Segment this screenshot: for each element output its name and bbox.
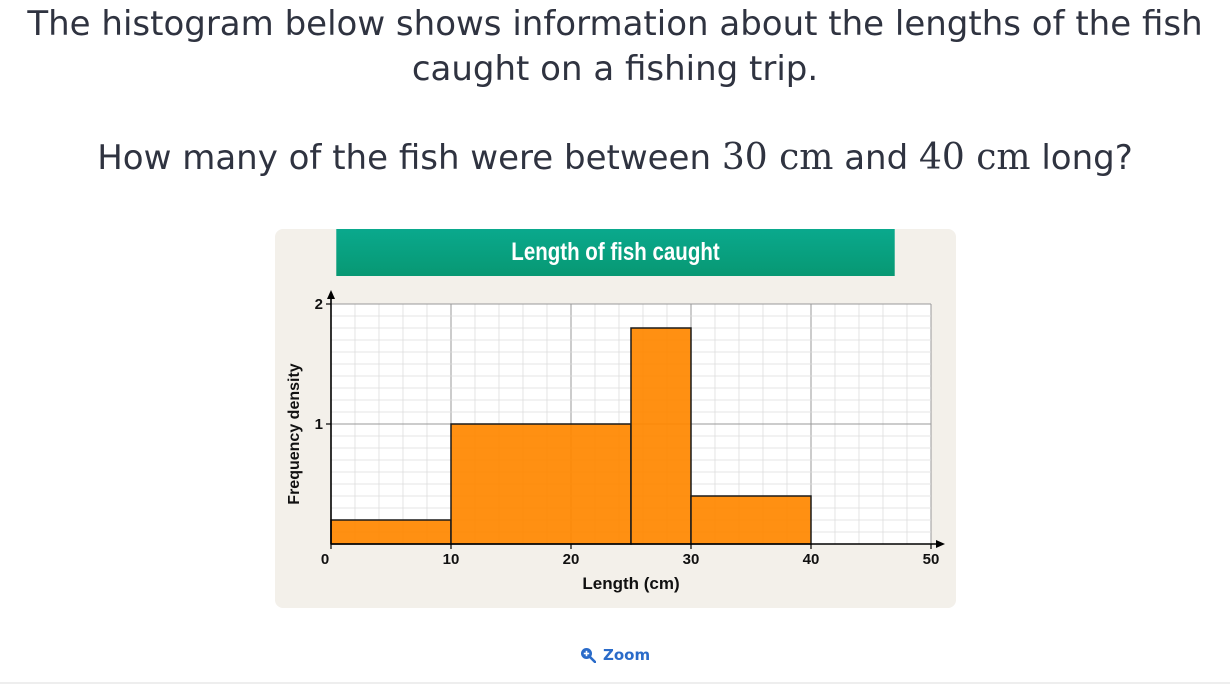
histogram-chart: 0 10 20 30 40 50 1 2 Length (cm) Frequency densit… xyxy=(286,290,945,593)
x-tick-label: 0 xyxy=(321,551,329,568)
x-tick-label: 40 xyxy=(803,551,820,568)
question-ask-prefix: How many of the fish were between xyxy=(97,138,722,178)
histogram-bar xyxy=(690,495,812,545)
question-intro-line-1: The histogram below shows information ab… xyxy=(27,4,1203,44)
question-ask: How many of the fish were between 30 cm … xyxy=(0,135,1230,181)
bottom-divider xyxy=(0,682,1230,684)
histogram-bar xyxy=(630,327,692,545)
histogram-bar xyxy=(450,423,632,545)
question-intro-line-2: caught on a fishing trip. xyxy=(411,49,819,89)
y-axis-arrow xyxy=(327,290,335,299)
question-ask-middle: and xyxy=(833,138,919,178)
y-axis-label: Frequency density xyxy=(286,363,303,504)
zoom-in-icon xyxy=(581,648,596,663)
question-intro: The histogram below shows information ab… xyxy=(0,2,1230,92)
x-tick-label: 10 xyxy=(443,551,460,568)
question-value-upper: 40 cm xyxy=(918,137,1031,178)
x-tick-label: 50 xyxy=(923,551,940,568)
question-ask-suffix: long? xyxy=(1030,138,1133,178)
histogram-bar xyxy=(330,519,452,545)
zoom-label: Zoom xyxy=(603,646,651,664)
x-axis-arrow xyxy=(936,540,945,548)
x-tick-label: 20 xyxy=(563,551,580,568)
y-tick-label: 1 xyxy=(315,416,323,433)
histogram-card: Length of fish caught 0 10 20 30 40 50 1 2 Lengt… xyxy=(275,229,956,608)
x-axis-label: Length (cm) xyxy=(582,574,679,593)
chart-title: Length of fish caught xyxy=(336,229,895,276)
x-tick-label: 30 xyxy=(683,551,700,568)
y-tick-label: 2 xyxy=(315,296,323,313)
question-value-lower: 30 cm xyxy=(721,137,834,178)
zoom-button[interactable]: Zoom xyxy=(580,644,650,666)
